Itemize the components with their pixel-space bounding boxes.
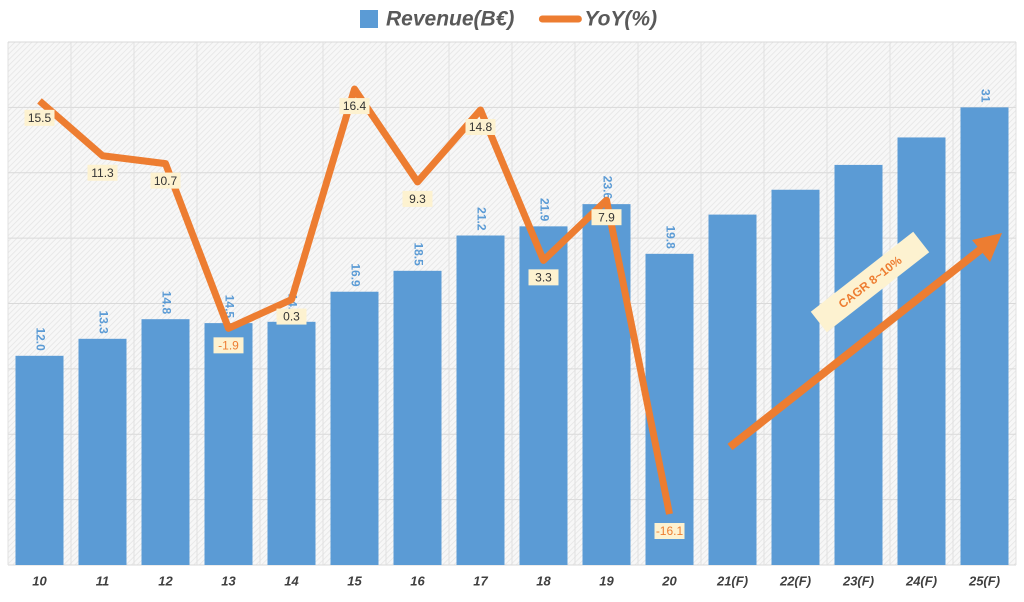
bar-value-label: 12.0 <box>33 327 47 351</box>
bar <box>15 355 64 565</box>
x-tick-label: 19 <box>599 573 614 588</box>
legend-label: Revenue(B€) <box>386 8 514 31</box>
trend-arrowhead <box>972 233 1002 262</box>
bar <box>960 107 1009 565</box>
label-box <box>24 109 55 126</box>
bar <box>78 338 127 565</box>
label-box <box>276 308 307 325</box>
line-value: 3.3 <box>535 271 552 285</box>
label-box <box>591 209 622 226</box>
bar-value-label: 21.9 <box>537 198 551 222</box>
line-value: 7.9 <box>598 210 615 224</box>
bar-value-label: 31 <box>978 89 992 103</box>
line-value: 11.3 <box>91 166 114 180</box>
line <box>37 85 673 515</box>
line-value: -16.1 <box>656 524 684 538</box>
bar <box>330 291 379 565</box>
legend-swatch <box>360 10 378 28</box>
line-value-label: 10.7 <box>150 172 181 189</box>
x-tick-label: 13 <box>221 573 236 588</box>
line-value: -1.9 <box>218 339 239 353</box>
line-value-label: 11.3 <box>87 164 118 181</box>
x-tick-label: 14 <box>284 573 299 588</box>
line-value-label: -16.1 <box>654 523 685 540</box>
x-tick-label: 21(F) <box>716 573 748 588</box>
bar-value-label: 23.6 <box>600 176 614 200</box>
x-tick-label: 18 <box>536 573 551 588</box>
bar <box>267 321 316 565</box>
bar <box>708 214 757 565</box>
x-tick-label: 15 <box>347 573 362 588</box>
x-tick-label: 22(F) <box>779 573 811 588</box>
line-value-label: -1.9 <box>213 337 244 354</box>
label-box <box>339 98 370 115</box>
bar <box>771 189 820 565</box>
line-value-label: 7.9 <box>591 209 622 226</box>
bar <box>141 319 190 565</box>
label-box <box>150 172 181 189</box>
bar-value-label: 19.8 <box>663 225 677 249</box>
bar <box>204 323 253 565</box>
line-value: 16.4 <box>343 99 367 113</box>
x-tick-label: 25(F) <box>968 573 1000 588</box>
x-tick-label: 12 <box>158 573 173 588</box>
legend-label: YoY(%) <box>584 8 657 31</box>
label-box <box>87 164 118 181</box>
annotation-box <box>810 231 930 333</box>
line-value: 0.3 <box>283 310 300 324</box>
bar-value-label: 16.9 <box>348 263 362 287</box>
x-tick-label: 16 <box>410 573 425 588</box>
bar <box>897 137 946 565</box>
line-value: 14.8 <box>469 120 493 134</box>
bar-value-label: 14.8 <box>159 291 173 315</box>
label-box <box>465 118 496 135</box>
bar-value-label: 21.2 <box>474 207 488 231</box>
bar-value-label: 13.3 <box>96 310 110 334</box>
line-value-label: 9.3 <box>402 190 433 207</box>
bar <box>456 235 505 565</box>
bar-value-label: 18.5 <box>411 242 425 266</box>
label-box <box>528 269 559 286</box>
label-box <box>213 337 244 354</box>
bar <box>393 270 442 565</box>
x-tick-label: 11 <box>96 573 110 588</box>
label-box <box>654 523 685 540</box>
bar <box>582 204 631 565</box>
x-tick-label: 17 <box>473 573 488 588</box>
x-tick-label: 24(F) <box>905 573 937 588</box>
line-value-label: 3.3 <box>528 269 559 286</box>
line-value: 9.3 <box>409 192 426 206</box>
bar <box>834 164 883 565</box>
line-value-label: 15.5 <box>24 109 55 126</box>
line-value-label: 16.4 <box>339 98 370 115</box>
x-tick-label: 23(F) <box>842 573 874 588</box>
bar <box>645 253 694 565</box>
trend-arrow <box>727 242 988 451</box>
line-value-label: 14.8 <box>465 118 496 135</box>
line-value-label: 0.3 <box>276 308 307 325</box>
label-box <box>402 190 433 207</box>
x-tick-label: 10 <box>32 573 47 588</box>
x-tick-label: 20 <box>661 573 677 588</box>
line-value: 10.7 <box>154 174 178 188</box>
line-value: 15.5 <box>28 111 52 125</box>
